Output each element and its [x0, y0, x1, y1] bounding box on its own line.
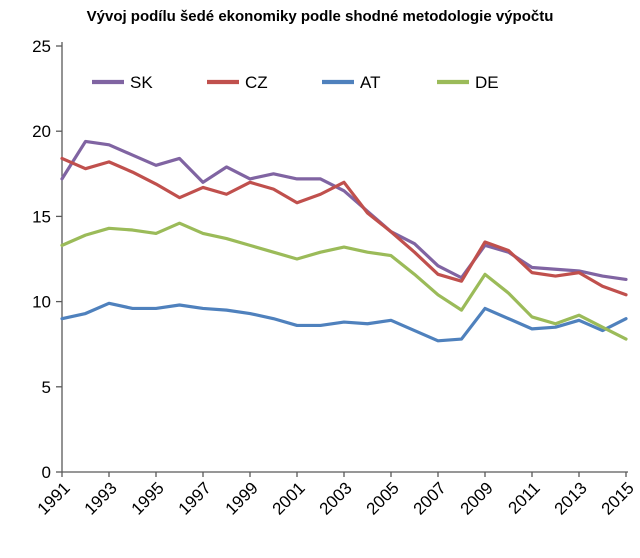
x-tick-label: 1999 [222, 478, 262, 518]
series-line-de [60, 221, 628, 341]
chart-title: Vývoj podílu šedé ekonomiky podle shodné… [86, 8, 554, 25]
y-tick-label: 0 [42, 463, 51, 482]
x-tick-label: 2015 [598, 478, 638, 518]
legend-item-at: AT [322, 73, 380, 92]
y-tick-label: 10 [32, 293, 51, 312]
series-line-sk [60, 139, 628, 282]
x-tick-label: 2007 [410, 478, 450, 518]
x-tick-label: 2013 [551, 478, 591, 518]
y-tick-label: 5 [42, 378, 51, 397]
x-tick-label: 2003 [316, 478, 356, 518]
x-tick-label: 2011 [505, 478, 544, 517]
legend-item-de: DE [437, 73, 499, 92]
legend-label-cz: CZ [245, 73, 268, 92]
series-line-cz [60, 156, 628, 297]
x-tick-label: 2009 [457, 478, 497, 518]
x-tick-label: 2005 [363, 478, 403, 518]
x-tick-label: 1997 [175, 478, 215, 518]
series-line-at [60, 301, 628, 343]
legend-label-sk: SK [130, 73, 153, 92]
x-tick-label: 1993 [81, 478, 121, 518]
legend-item-cz: CZ [207, 73, 268, 92]
legend-label-at: AT [360, 73, 380, 92]
legend-item-sk: SK [92, 73, 153, 92]
legend-label-de: DE [475, 73, 499, 92]
y-tick-label: 20 [32, 122, 51, 141]
y-tick-label: 25 [32, 37, 51, 56]
x-tick-label: 1995 [128, 478, 168, 518]
x-tick-label: 1991 [34, 478, 74, 518]
y-tick-label: 15 [32, 207, 51, 226]
x-tick-label: 2001 [269, 478, 309, 518]
